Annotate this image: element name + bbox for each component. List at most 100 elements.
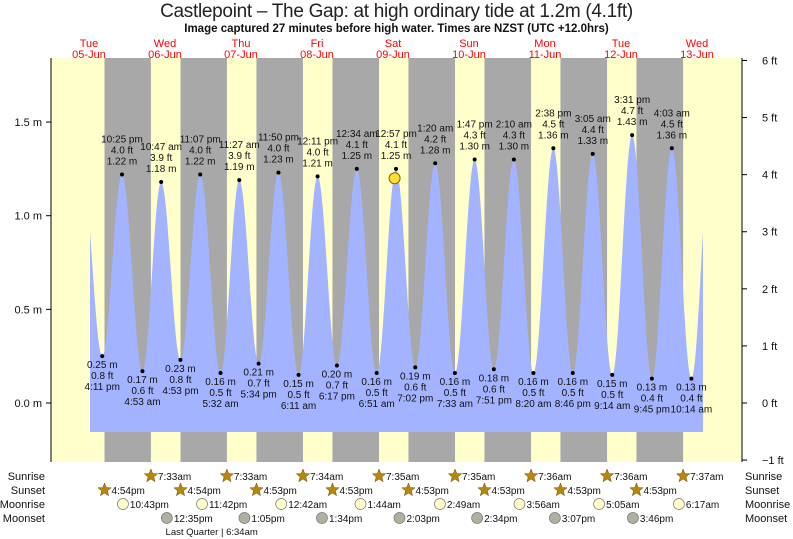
- tide-point-low: [531, 371, 536, 376]
- tide-label-low: 7:02 pm: [397, 393, 433, 404]
- right-tick-label: −1 ft: [762, 455, 784, 467]
- tide-label-low: 0.5 ft: [601, 390, 623, 401]
- tide-label-low: 0.5 ft: [366, 388, 388, 399]
- tide-label-low: 6:51 am: [359, 399, 395, 410]
- sunset-star-icon: [553, 482, 568, 497]
- tide-point-low: [413, 365, 418, 370]
- tide-label-low: 0.16 m: [361, 377, 392, 388]
- moonset-time: 12:35pm: [174, 514, 213, 525]
- tide-point-low: [452, 371, 457, 376]
- sunset-row-label: Sunset: [11, 485, 45, 497]
- moon-phase-label: Last Quarter | 6:34am: [166, 527, 258, 538]
- day-label: Sun: [459, 38, 479, 50]
- tide-label-high: 4.3 ft: [464, 131, 486, 142]
- tide-label-low: 7:51 pm: [476, 395, 512, 406]
- tide-point-high: [276, 170, 281, 175]
- tide-point-low: [178, 357, 183, 362]
- tide-label-low: 0.5 ft: [522, 388, 544, 399]
- tide-point-low: [296, 372, 301, 377]
- day-label: Thu: [232, 38, 251, 50]
- tide-point-high: [511, 157, 516, 162]
- tide-label-low: 4:53 pm: [162, 386, 198, 397]
- tide-label-low: 6:17 pm: [319, 392, 355, 403]
- sunrise-star-icon: [219, 468, 235, 483]
- tide-point-high: [630, 133, 635, 138]
- tide-point-low: [491, 367, 496, 372]
- tide-point-low: [100, 354, 105, 359]
- day-label: Fri: [311, 38, 324, 50]
- tide-label-high: 1:47 pm: [457, 120, 493, 131]
- tide-label-low: 0.19 m: [400, 371, 431, 382]
- tide-point-high: [237, 178, 242, 183]
- right-tick-label: 0 ft: [762, 398, 777, 410]
- moonset-moon-icon: [238, 512, 251, 524]
- tide-label-low: 4:53 am: [124, 397, 160, 408]
- sunrise-star-icon: [143, 468, 159, 483]
- tide-label-high: 1.43 m: [617, 117, 648, 128]
- right-tick-label: 1 ft: [762, 341, 777, 353]
- tide-label-high: 4.2 ft: [424, 134, 446, 145]
- tide-point-low: [218, 371, 223, 376]
- tide-label-high: 1.36 m: [538, 130, 569, 141]
- tide-label-low: 0.6 ft: [131, 386, 153, 397]
- tide-point-high: [159, 179, 164, 184]
- tide-point-high: [198, 172, 203, 177]
- sunset-time: 4:53pm: [339, 486, 372, 497]
- moonrise-time: 10:43pm: [130, 500, 169, 511]
- moonset-moon-icon: [471, 512, 483, 524]
- moonrise-time: 6:17am: [686, 500, 719, 511]
- moonrise-moon-icon: [593, 498, 605, 510]
- moonset-time: 3:46pm: [640, 514, 673, 525]
- tide-label-low: 0.7 ft: [248, 379, 270, 390]
- current-tide-marker: [388, 172, 401, 185]
- moonrise-time: 1:44am: [367, 500, 400, 511]
- tide-label-high: 4.7 ft: [621, 106, 643, 117]
- tide-point-high: [433, 161, 438, 166]
- tide-label-low: 0.25 m: [87, 360, 118, 371]
- tide-point-high: [472, 157, 477, 162]
- tide-label-high: 4.5 ft: [542, 119, 564, 130]
- moonset-time: 1:05pm: [251, 514, 284, 525]
- sunrise-star-icon: [599, 468, 615, 483]
- sunrise-row-label: Sunrise: [8, 471, 45, 483]
- moonset-moon-icon: [160, 512, 173, 524]
- tide-label-high: 1.21 m: [302, 158, 333, 169]
- tide-label-high: 4.0 ft: [189, 145, 211, 156]
- sunset-star-icon: [401, 482, 416, 497]
- moonrise-moon-icon: [513, 498, 526, 510]
- tide-label-low: 9:45 pm: [634, 405, 670, 416]
- tide-label-low: 0.16 m: [518, 377, 549, 388]
- tide-label-low: 7:33 am: [437, 399, 473, 410]
- right-tick-label: 2 ft: [762, 284, 777, 296]
- tide-label-low: 9:14 am: [594, 401, 630, 412]
- tide-point-high: [394, 166, 399, 171]
- tide-label-high: 12:34 am: [336, 129, 378, 140]
- sunset-star-icon: [97, 482, 112, 497]
- tide-label-high: 4.1 ft: [346, 140, 368, 151]
- sunset-star-icon: [249, 482, 264, 497]
- tide-label-low: 0.5 ft: [562, 388, 584, 399]
- moonrise-moon-icon: [673, 498, 685, 510]
- tide-label-high: 1:20 am: [417, 123, 453, 134]
- moonrise-time: 11:42pm: [209, 500, 247, 511]
- date-label: 05-Jun: [72, 49, 106, 61]
- sunrise-time: 7:37am: [690, 472, 723, 483]
- tide-label-high: 4.0 ft: [267, 144, 289, 155]
- tide-label-high: 10:25 pm: [101, 134, 143, 145]
- tide-point-low: [649, 376, 654, 381]
- tide-point-high: [315, 174, 320, 179]
- tide-point-high: [354, 166, 359, 171]
- day-label: Tue: [80, 38, 99, 50]
- tide-label-high: 10:47 am: [140, 142, 182, 153]
- tide-label-low: 0.8 ft: [91, 371, 113, 382]
- sunrise-star-icon: [371, 468, 387, 483]
- chart-subtitle: Image captured 27 minutes before high wa…: [184, 23, 609, 35]
- tide-label-high: 3:31 pm: [614, 95, 650, 106]
- tide-point-low: [334, 363, 339, 368]
- tide-label-high: 4.3 ft: [503, 131, 525, 142]
- tide-label-low: 0.7 ft: [326, 381, 348, 392]
- tide-label-high: 4.0 ft: [306, 147, 328, 158]
- tide-label-high: 1.18 m: [146, 164, 177, 175]
- moonrise-moon-icon: [354, 498, 367, 510]
